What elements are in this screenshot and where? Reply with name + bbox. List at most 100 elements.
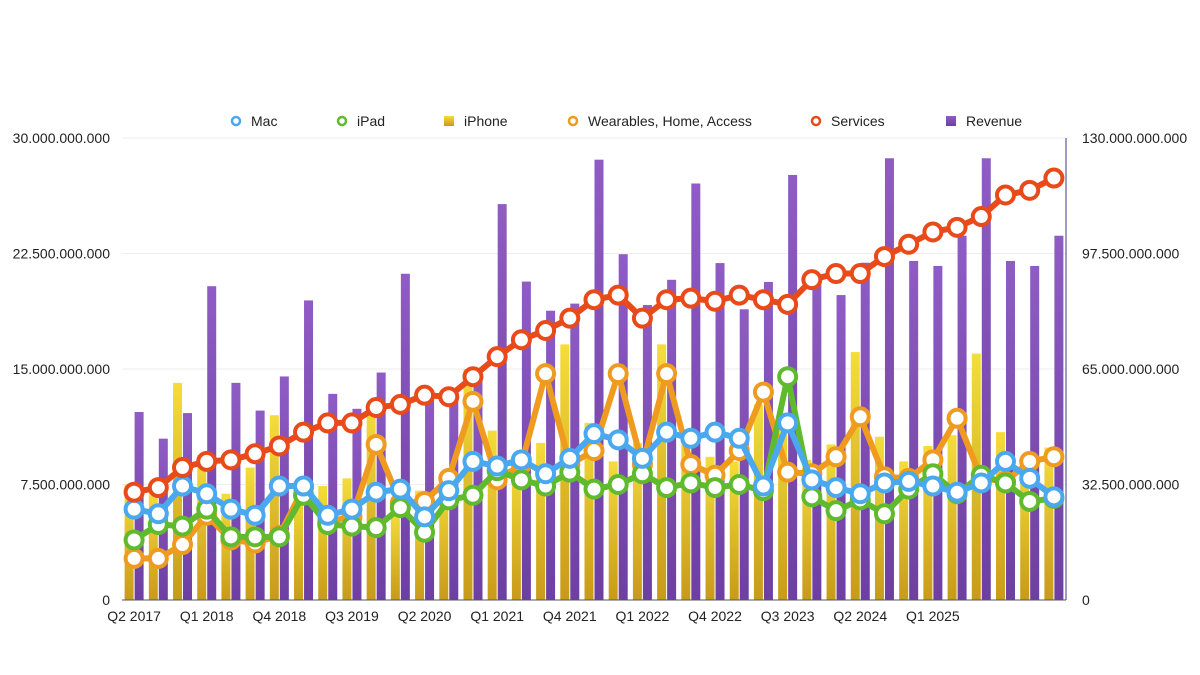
- bar-iphone-13: [439, 479, 449, 600]
- y-left-tick-label-4: 30.000.000.000: [13, 130, 111, 146]
- point-ipad-20: [607, 474, 629, 495]
- bar-revenue-11: [400, 273, 410, 600]
- bar-iphone-6: [269, 415, 279, 600]
- point-services-4: [220, 449, 242, 471]
- point-ipad-25: [728, 474, 750, 495]
- point-mac-14: [462, 450, 484, 472]
- axes: [122, 138, 1067, 601]
- point-wearables-home-access-38: [1043, 446, 1065, 468]
- x-tick-label-4: Q2 2020: [398, 608, 452, 624]
- point-ipad-27: [777, 366, 799, 388]
- point-wearables-home-access-20: [607, 363, 629, 385]
- bar-revenue-17: [546, 310, 556, 600]
- point-services-17: [535, 320, 557, 341]
- point-mac-35: [970, 472, 992, 494]
- point-services-0: [123, 481, 145, 503]
- bar-iphone-17: [536, 442, 546, 600]
- point-services-5: [244, 443, 266, 465]
- bar-iphone-19: [584, 422, 594, 600]
- point-mac-12: [414, 506, 436, 528]
- bar-iphone-26: [753, 404, 763, 600]
- bar-iphone-11: [390, 512, 400, 600]
- bar-iphone-9: [342, 478, 352, 600]
- point-ipad-9: [341, 515, 363, 537]
- point-wearables-home-access-19: [583, 440, 605, 462]
- point-mac-17: [535, 463, 557, 485]
- bar-revenue-7: [304, 300, 314, 600]
- point-services-7: [293, 421, 315, 443]
- bar-iphone-30: [850, 352, 860, 600]
- point-ipad-28: [801, 486, 823, 508]
- point-ipad-23: [680, 472, 702, 494]
- bar-iphone-8: [318, 486, 328, 600]
- y-left-tick-label-3: 22.500.000.000: [13, 246, 111, 262]
- point-mac-25: [728, 427, 750, 449]
- x-tick-label-11: Q1 2025: [906, 608, 960, 624]
- point-mac-34: [946, 481, 968, 503]
- x-tick-label-2: Q4 2018: [252, 608, 306, 624]
- point-mac-28: [801, 469, 823, 491]
- bar-iphone-24: [705, 456, 715, 600]
- point-mac-21: [631, 447, 653, 469]
- x-tick-label-10: Q2 2024: [833, 608, 887, 624]
- point-wearables-home-access-37: [1019, 450, 1041, 472]
- point-mac-27: [777, 412, 799, 434]
- bar-iphone-38: [1044, 447, 1054, 600]
- point-services-28: [801, 269, 823, 291]
- point-services-8: [317, 412, 339, 434]
- bar-revenue-36: [1005, 260, 1015, 600]
- point-services-14: [462, 366, 484, 388]
- x-tick-label-7: Q1 2022: [616, 608, 670, 624]
- point-services-31: [873, 246, 895, 268]
- point-services-13: [438, 386, 460, 408]
- y-right-tick-label-0: 0: [1082, 592, 1090, 608]
- bar-series: [124, 158, 1064, 601]
- bar-iphone-3: [197, 455, 207, 600]
- point-mac-8: [317, 504, 339, 526]
- point-mac-31: [873, 472, 895, 494]
- y-right-tick-label-3: 97.500.000.000: [1082, 246, 1180, 262]
- point-mac-19: [583, 423, 605, 445]
- legend-marker-services: [810, 115, 822, 127]
- point-services-10: [365, 397, 387, 418]
- point-services-29: [825, 263, 847, 285]
- point-mac-1: [147, 503, 169, 525]
- bar-revenue-19: [594, 159, 604, 600]
- point-ipad-16: [510, 469, 532, 491]
- point-mac-30: [849, 483, 871, 505]
- bar-iphone-29: [826, 444, 836, 600]
- point-wearables-home-access-10: [365, 433, 387, 455]
- legend: Mac iPad iPhone Wearables, Home, Access Serv…: [230, 113, 1022, 129]
- legend-marker-wearables-home-access: [567, 115, 579, 127]
- bar-iphone-16: [511, 461, 521, 600]
- bar-iphone-25: [729, 461, 739, 600]
- point-services-6: [268, 435, 290, 457]
- bar-revenue-23: [691, 183, 701, 600]
- y-left-tick-label-2: 15.000.000.000: [13, 361, 111, 377]
- bar-iphone-37: [1020, 458, 1030, 600]
- point-ipad-10: [365, 517, 387, 539]
- y-right-tick-label-2: 65.000.000.000: [1082, 361, 1180, 377]
- x-tick-label-6: Q4 2021: [543, 608, 597, 624]
- line-series: [123, 167, 1065, 569]
- point-services-30: [849, 263, 871, 285]
- point-services-34: [946, 216, 968, 238]
- point-mac-18: [559, 447, 581, 469]
- point-services-19: [583, 289, 605, 311]
- point-mac-32: [898, 470, 920, 492]
- bar-revenue-32: [909, 260, 919, 600]
- point-mac-10: [365, 481, 387, 503]
- point-mac-20: [607, 429, 629, 451]
- point-wearables-home-access-22: [656, 363, 678, 385]
- point-wearables-home-access-1: [147, 547, 169, 569]
- point-services-24: [704, 290, 726, 312]
- point-mac-26: [752, 475, 774, 497]
- point-mac-33: [922, 475, 944, 497]
- point-ipad-11: [389, 497, 411, 519]
- point-services-27: [777, 293, 799, 315]
- y-left-tick-label-1: 7.500.000.000: [20, 477, 110, 493]
- bar-iphone-21: [632, 442, 642, 600]
- point-services-22: [656, 289, 678, 311]
- point-wearables-home-access-27: [777, 461, 799, 483]
